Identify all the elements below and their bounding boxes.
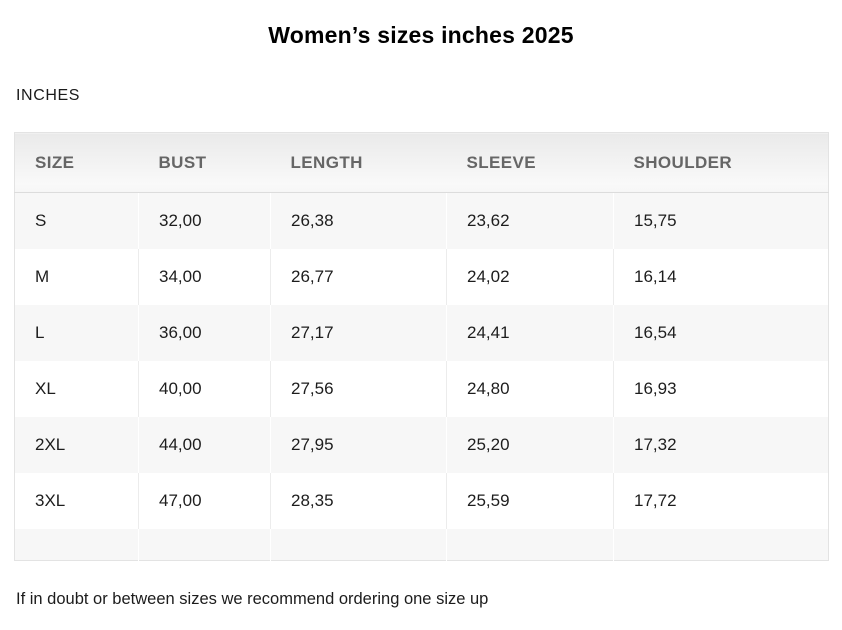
table-cell: 32,00 [138,192,271,249]
table-row: M 34,00 26,77 24,02 16,14 [14,249,829,305]
table-cell: 25,20 [446,417,614,473]
table-cell: 27,56 [270,361,447,417]
table-cell: 44,00 [138,417,271,473]
column-header-bust: BUST [138,132,271,193]
table-cell: 24,02 [446,249,614,305]
empty-table-cell [270,529,447,561]
table-cell: 16,54 [613,305,829,361]
page-title: Women’s sizes inches 2025 [268,22,574,48]
empty-table-cell [138,529,271,561]
table-cell: 23,62 [446,192,614,249]
table-cell: 27,95 [270,417,447,473]
table-cell: 3XL [14,473,139,529]
empty-table-cell [613,529,829,561]
table-row: 2XL 44,00 27,95 25,20 17,32 [14,417,829,473]
table-cell: 34,00 [138,249,271,305]
table-row: S 32,00 26,38 23,62 15,75 [14,192,829,249]
table-cell: S [14,192,139,249]
table-cell: 2XL [14,417,139,473]
table-cell: 40,00 [138,361,271,417]
table-cell: 15,75 [613,192,829,249]
table-cell: 47,00 [138,473,271,529]
table-cell: 26,77 [270,249,447,305]
size-table-body: S 32,00 26,38 23,62 15,75 M 34,00 26,77 24,02 16,… [14,192,829,561]
table-cell: XL [14,361,139,417]
table-cell: L [14,305,139,361]
table-cell: 16,93 [613,361,829,417]
table-cell: 16,14 [613,249,829,305]
size-table: SIZE BUST LENGTH SLEEVE SHOULDER S 32,00 2… [14,132,829,561]
column-header-sleeve: SLEEVE [446,132,614,193]
column-header-shoulder: SHOULDER [613,132,829,193]
table-cell: M [14,249,139,305]
table-row: 3XL 47,00 28,35 25,59 17,72 [14,473,829,529]
size-table-container: SIZE BUST LENGTH SLEEVE SHOULDER S 32,00 2… [14,132,829,561]
table-row: L 36,00 27,17 24,41 16,54 [14,305,829,361]
table-cell: 36,00 [138,305,271,361]
table-cell: 27,17 [270,305,447,361]
empty-table-cell [446,529,614,561]
table-cell: 25,59 [446,473,614,529]
size-table-header: SIZE BUST LENGTH SLEEVE SHOULDER [14,132,829,193]
table-cell: 26,38 [270,192,447,249]
table-cell: 17,32 [613,417,829,473]
table-cell: 17,72 [613,473,829,529]
empty-table-cell [14,529,139,561]
column-header-size: SIZE [14,132,139,193]
table-cell: 24,41 [446,305,614,361]
empty-table-row [14,529,829,561]
table-cell: 28,35 [270,473,447,529]
footnote: If in doubt or between sizes we recommen… [16,590,489,608]
column-header-length: LENGTH [270,132,447,193]
unit-label: INCHES [16,87,81,104]
table-row: XL 40,00 27,56 24,80 16,93 [14,361,829,417]
table-cell: 24,80 [446,361,614,417]
header-row: SIZE BUST LENGTH SLEEVE SHOULDER [14,132,829,193]
